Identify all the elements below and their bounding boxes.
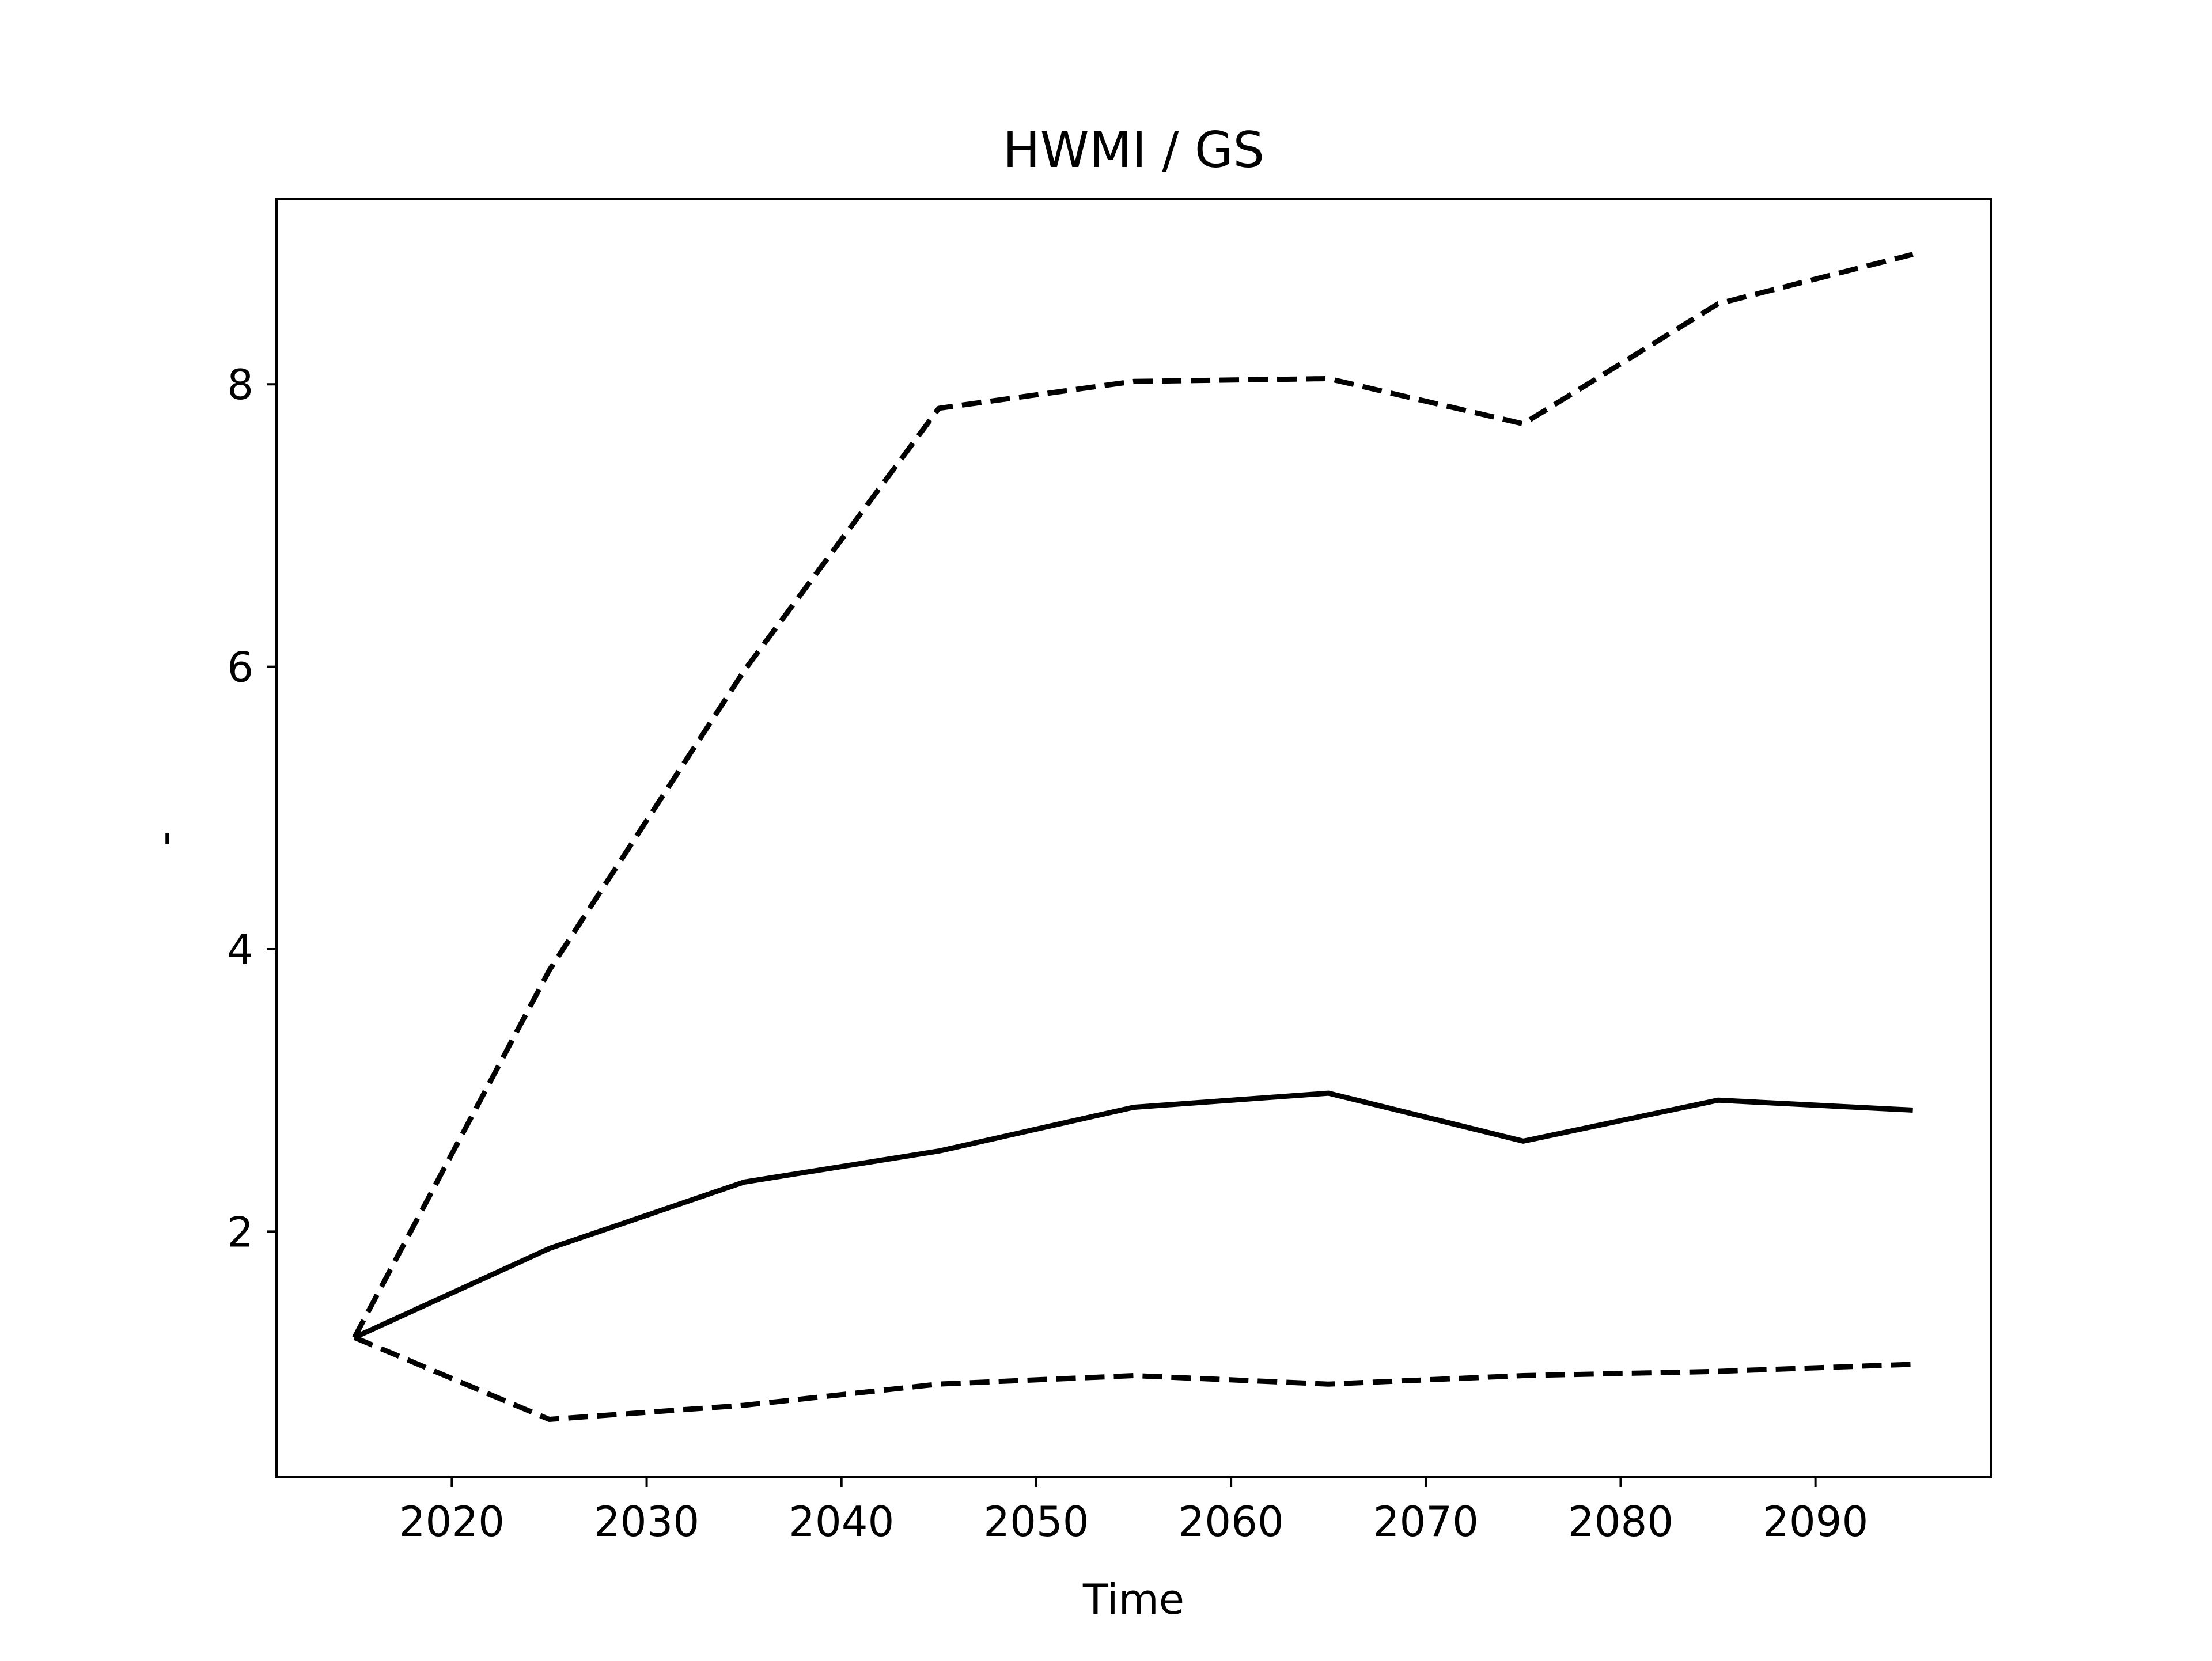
x-axis-label: Time xyxy=(1082,1575,1184,1624)
plot-area-frame xyxy=(275,198,1992,1478)
y-tick-label: 4 xyxy=(227,926,253,974)
series-line-1 xyxy=(353,1090,1913,1340)
x-tick-label: 2030 xyxy=(594,1497,699,1546)
chart-title: HWMI / GS xyxy=(1003,122,1264,179)
y-tick-label: 8 xyxy=(227,361,253,409)
x-tick-label: 2040 xyxy=(789,1497,894,1546)
x-tick-label: 2060 xyxy=(1178,1497,1283,1546)
x-tick-label: 2070 xyxy=(1373,1497,1479,1546)
x-axis: 2020 2030 2040 2050 2060 2070 2080 2090 xyxy=(399,1477,1868,1546)
y-axis-label: - xyxy=(140,831,188,846)
series-layer xyxy=(352,252,1914,1422)
y-axis: 2 4 6 8 xyxy=(227,361,276,1256)
series-line-3 xyxy=(353,1335,1913,1422)
series-line-2 xyxy=(352,252,1914,1339)
y-tick-label: 6 xyxy=(227,643,253,692)
x-tick-label: 2080 xyxy=(1568,1497,1673,1546)
y-tick-label: 2 xyxy=(227,1208,253,1256)
x-tick-label: 2090 xyxy=(1763,1497,1868,1546)
x-tick-label: 2020 xyxy=(399,1497,505,1546)
x-tick-label: 2050 xyxy=(983,1497,1089,1546)
